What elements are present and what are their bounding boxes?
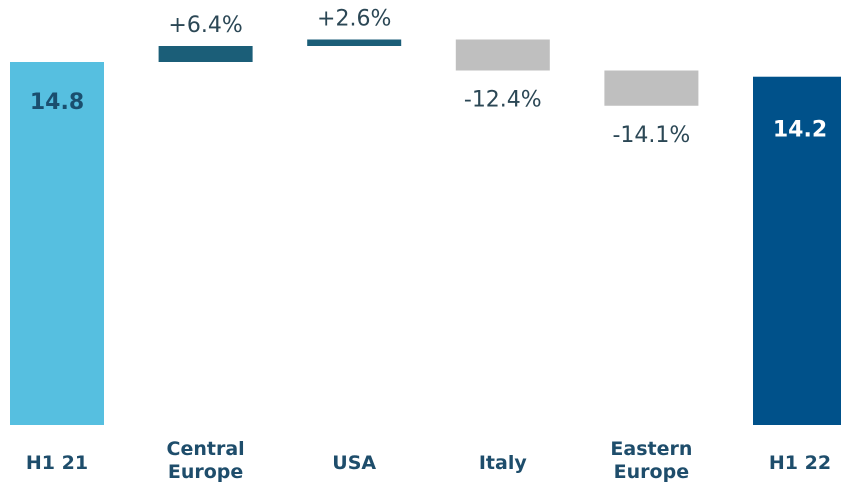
total-bar [10, 62, 104, 425]
category-label: Central Europe [166, 438, 245, 483]
total-bar [753, 76, 841, 425]
change-label: -12.4% [464, 88, 542, 113]
change-label: +2.6% [317, 7, 391, 32]
total-label: 14.8 [30, 90, 84, 115]
category-label: H1 21 [25, 452, 89, 474]
change-label: +6.4% [168, 13, 242, 38]
category-label: Eastern Europe [610, 438, 693, 483]
category-label: USA [332, 452, 377, 474]
category-label: Italy [478, 452, 527, 474]
change-bar [604, 70, 699, 106]
change-bar [158, 46, 253, 62]
total-label: 14.2 [773, 118, 827, 143]
category-label: H1 22 [768, 452, 832, 474]
change-label: -14.1% [612, 123, 690, 148]
change-bar [307, 39, 402, 46]
change-bar [455, 39, 550, 71]
